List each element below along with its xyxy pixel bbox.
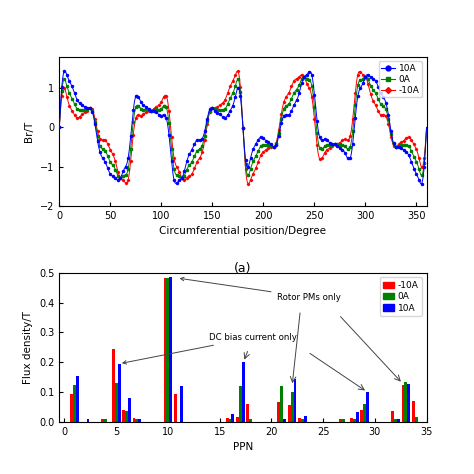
Bar — [104, 419, 107, 422]
Bar — [112, 349, 115, 422]
Bar — [397, 419, 400, 422]
Bar — [125, 410, 128, 422]
Bar — [115, 383, 118, 422]
Bar — [242, 362, 245, 422]
Bar — [87, 419, 90, 422]
Bar — [118, 364, 120, 422]
X-axis label: Circumferential position/Degree: Circumferential position/Degree — [159, 226, 327, 236]
Bar — [231, 413, 234, 422]
Text: DC bias current only: DC bias current only — [123, 333, 297, 364]
Bar — [288, 405, 291, 422]
Bar — [166, 278, 169, 422]
Bar — [283, 419, 286, 422]
Bar — [249, 419, 252, 422]
Bar — [291, 392, 293, 422]
Bar — [71, 393, 73, 422]
Text: (a): (a) — [234, 263, 252, 275]
Bar — [342, 419, 345, 422]
Bar — [407, 384, 410, 422]
Bar — [293, 379, 296, 422]
Bar — [136, 419, 138, 422]
Bar — [239, 386, 242, 422]
Bar — [412, 401, 415, 422]
Bar — [366, 392, 369, 422]
Bar — [138, 419, 141, 422]
Bar — [164, 278, 166, 422]
Legend: -10A, 0A, 10A: -10A, 0A, 10A — [380, 277, 422, 316]
Bar — [353, 419, 356, 422]
Bar — [169, 277, 172, 422]
Bar — [360, 410, 363, 422]
Bar — [280, 386, 283, 422]
Bar — [363, 404, 366, 422]
Bar — [180, 386, 182, 422]
Bar — [298, 418, 301, 422]
Bar — [415, 418, 418, 422]
Bar — [228, 419, 231, 422]
X-axis label: PPN: PPN — [233, 442, 253, 452]
Legend: 10A, 0A, -10A: 10A, 0A, -10A — [379, 62, 422, 98]
Y-axis label: Br/T: Br/T — [25, 121, 35, 142]
Bar — [391, 411, 394, 422]
Bar — [350, 418, 353, 422]
Bar — [394, 419, 397, 422]
Bar — [304, 417, 307, 422]
Bar — [404, 382, 407, 422]
Bar — [301, 419, 304, 422]
Bar — [133, 418, 136, 422]
Bar — [122, 410, 125, 422]
Text: Rotor PMs only: Rotor PMs only — [181, 277, 340, 302]
Bar — [401, 384, 404, 422]
Bar — [101, 419, 104, 422]
Bar — [128, 398, 131, 422]
Bar — [277, 402, 280, 422]
Bar — [226, 418, 228, 422]
Bar — [236, 417, 239, 422]
Bar — [76, 376, 79, 422]
Bar — [174, 393, 177, 422]
Bar — [73, 384, 76, 422]
Bar — [246, 404, 249, 422]
Bar — [356, 412, 358, 422]
Y-axis label: Flux density/T: Flux density/T — [23, 311, 34, 384]
Bar — [339, 419, 342, 422]
